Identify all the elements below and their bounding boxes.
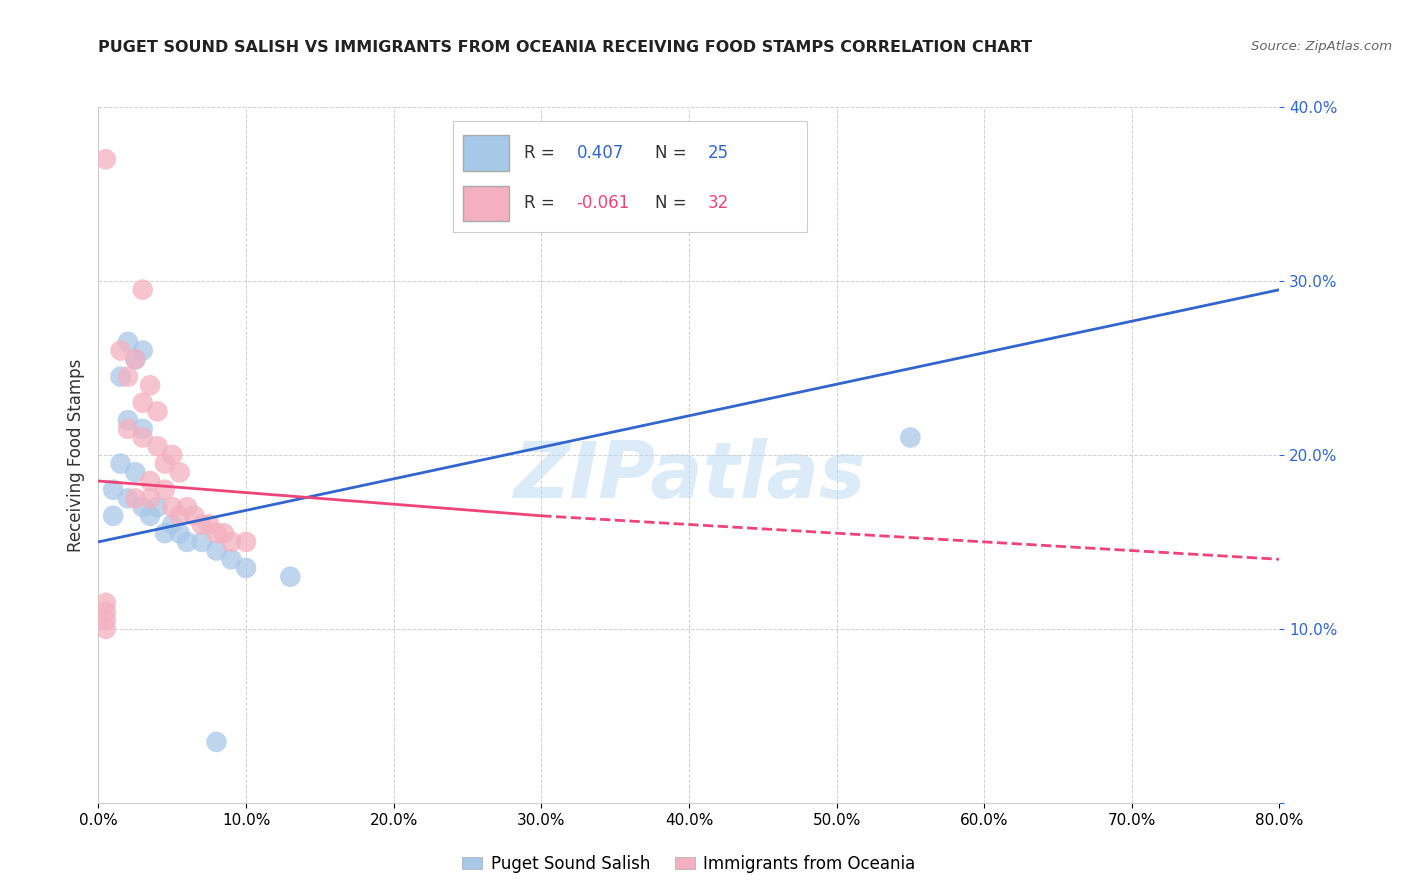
Point xyxy=(117,334,139,349)
Point xyxy=(235,561,257,575)
Point xyxy=(162,500,183,514)
Point xyxy=(212,526,235,541)
Point xyxy=(94,152,117,166)
Point xyxy=(205,735,228,749)
Point xyxy=(117,422,139,436)
Text: Source: ZipAtlas.com: Source: ZipAtlas.com xyxy=(1251,40,1392,54)
Point xyxy=(139,378,162,392)
Point xyxy=(139,508,162,523)
Point xyxy=(94,596,117,610)
Point xyxy=(103,483,125,497)
Point xyxy=(94,613,117,627)
Legend: Puget Sound Salish, Immigrants from Oceania: Puget Sound Salish, Immigrants from Ocea… xyxy=(456,848,922,880)
Point xyxy=(205,543,228,558)
Point xyxy=(124,352,146,367)
Point xyxy=(183,508,205,523)
Point xyxy=(191,534,214,549)
Point xyxy=(117,413,139,427)
Point xyxy=(162,448,183,462)
Point xyxy=(146,500,169,514)
Point xyxy=(132,395,155,409)
Point xyxy=(132,283,155,297)
Point xyxy=(153,483,176,497)
Point xyxy=(219,552,243,566)
Y-axis label: Receiving Food Stamps: Receiving Food Stamps xyxy=(66,359,84,551)
Point xyxy=(162,517,183,532)
Point xyxy=(94,622,117,636)
Point xyxy=(110,343,132,358)
Point xyxy=(146,439,169,453)
Point xyxy=(132,343,155,358)
Point xyxy=(139,474,162,488)
Point xyxy=(153,457,176,471)
Point xyxy=(110,457,132,471)
Point xyxy=(103,508,125,523)
Point xyxy=(176,534,198,549)
Point xyxy=(219,534,243,549)
Point xyxy=(900,430,922,444)
Point xyxy=(132,430,155,444)
Text: ZIPatlas: ZIPatlas xyxy=(513,438,865,514)
Point xyxy=(117,369,139,384)
Point xyxy=(146,404,169,418)
Point xyxy=(235,534,257,549)
Point xyxy=(124,466,146,480)
Point xyxy=(110,369,132,384)
Point xyxy=(191,517,214,532)
Point xyxy=(132,422,155,436)
Point xyxy=(132,500,155,514)
Point xyxy=(169,466,191,480)
Point xyxy=(153,526,176,541)
Point xyxy=(124,352,146,367)
Point xyxy=(198,517,221,532)
Point xyxy=(124,491,146,506)
Point xyxy=(139,491,162,506)
Point xyxy=(169,526,191,541)
Point xyxy=(169,508,191,523)
Text: PUGET SOUND SALISH VS IMMIGRANTS FROM OCEANIA RECEIVING FOOD STAMPS CORRELATION : PUGET SOUND SALISH VS IMMIGRANTS FROM OC… xyxy=(98,40,1032,55)
Point xyxy=(117,491,139,506)
Point xyxy=(176,500,198,514)
Point xyxy=(94,605,117,619)
Point xyxy=(278,570,302,584)
Point xyxy=(205,526,228,541)
